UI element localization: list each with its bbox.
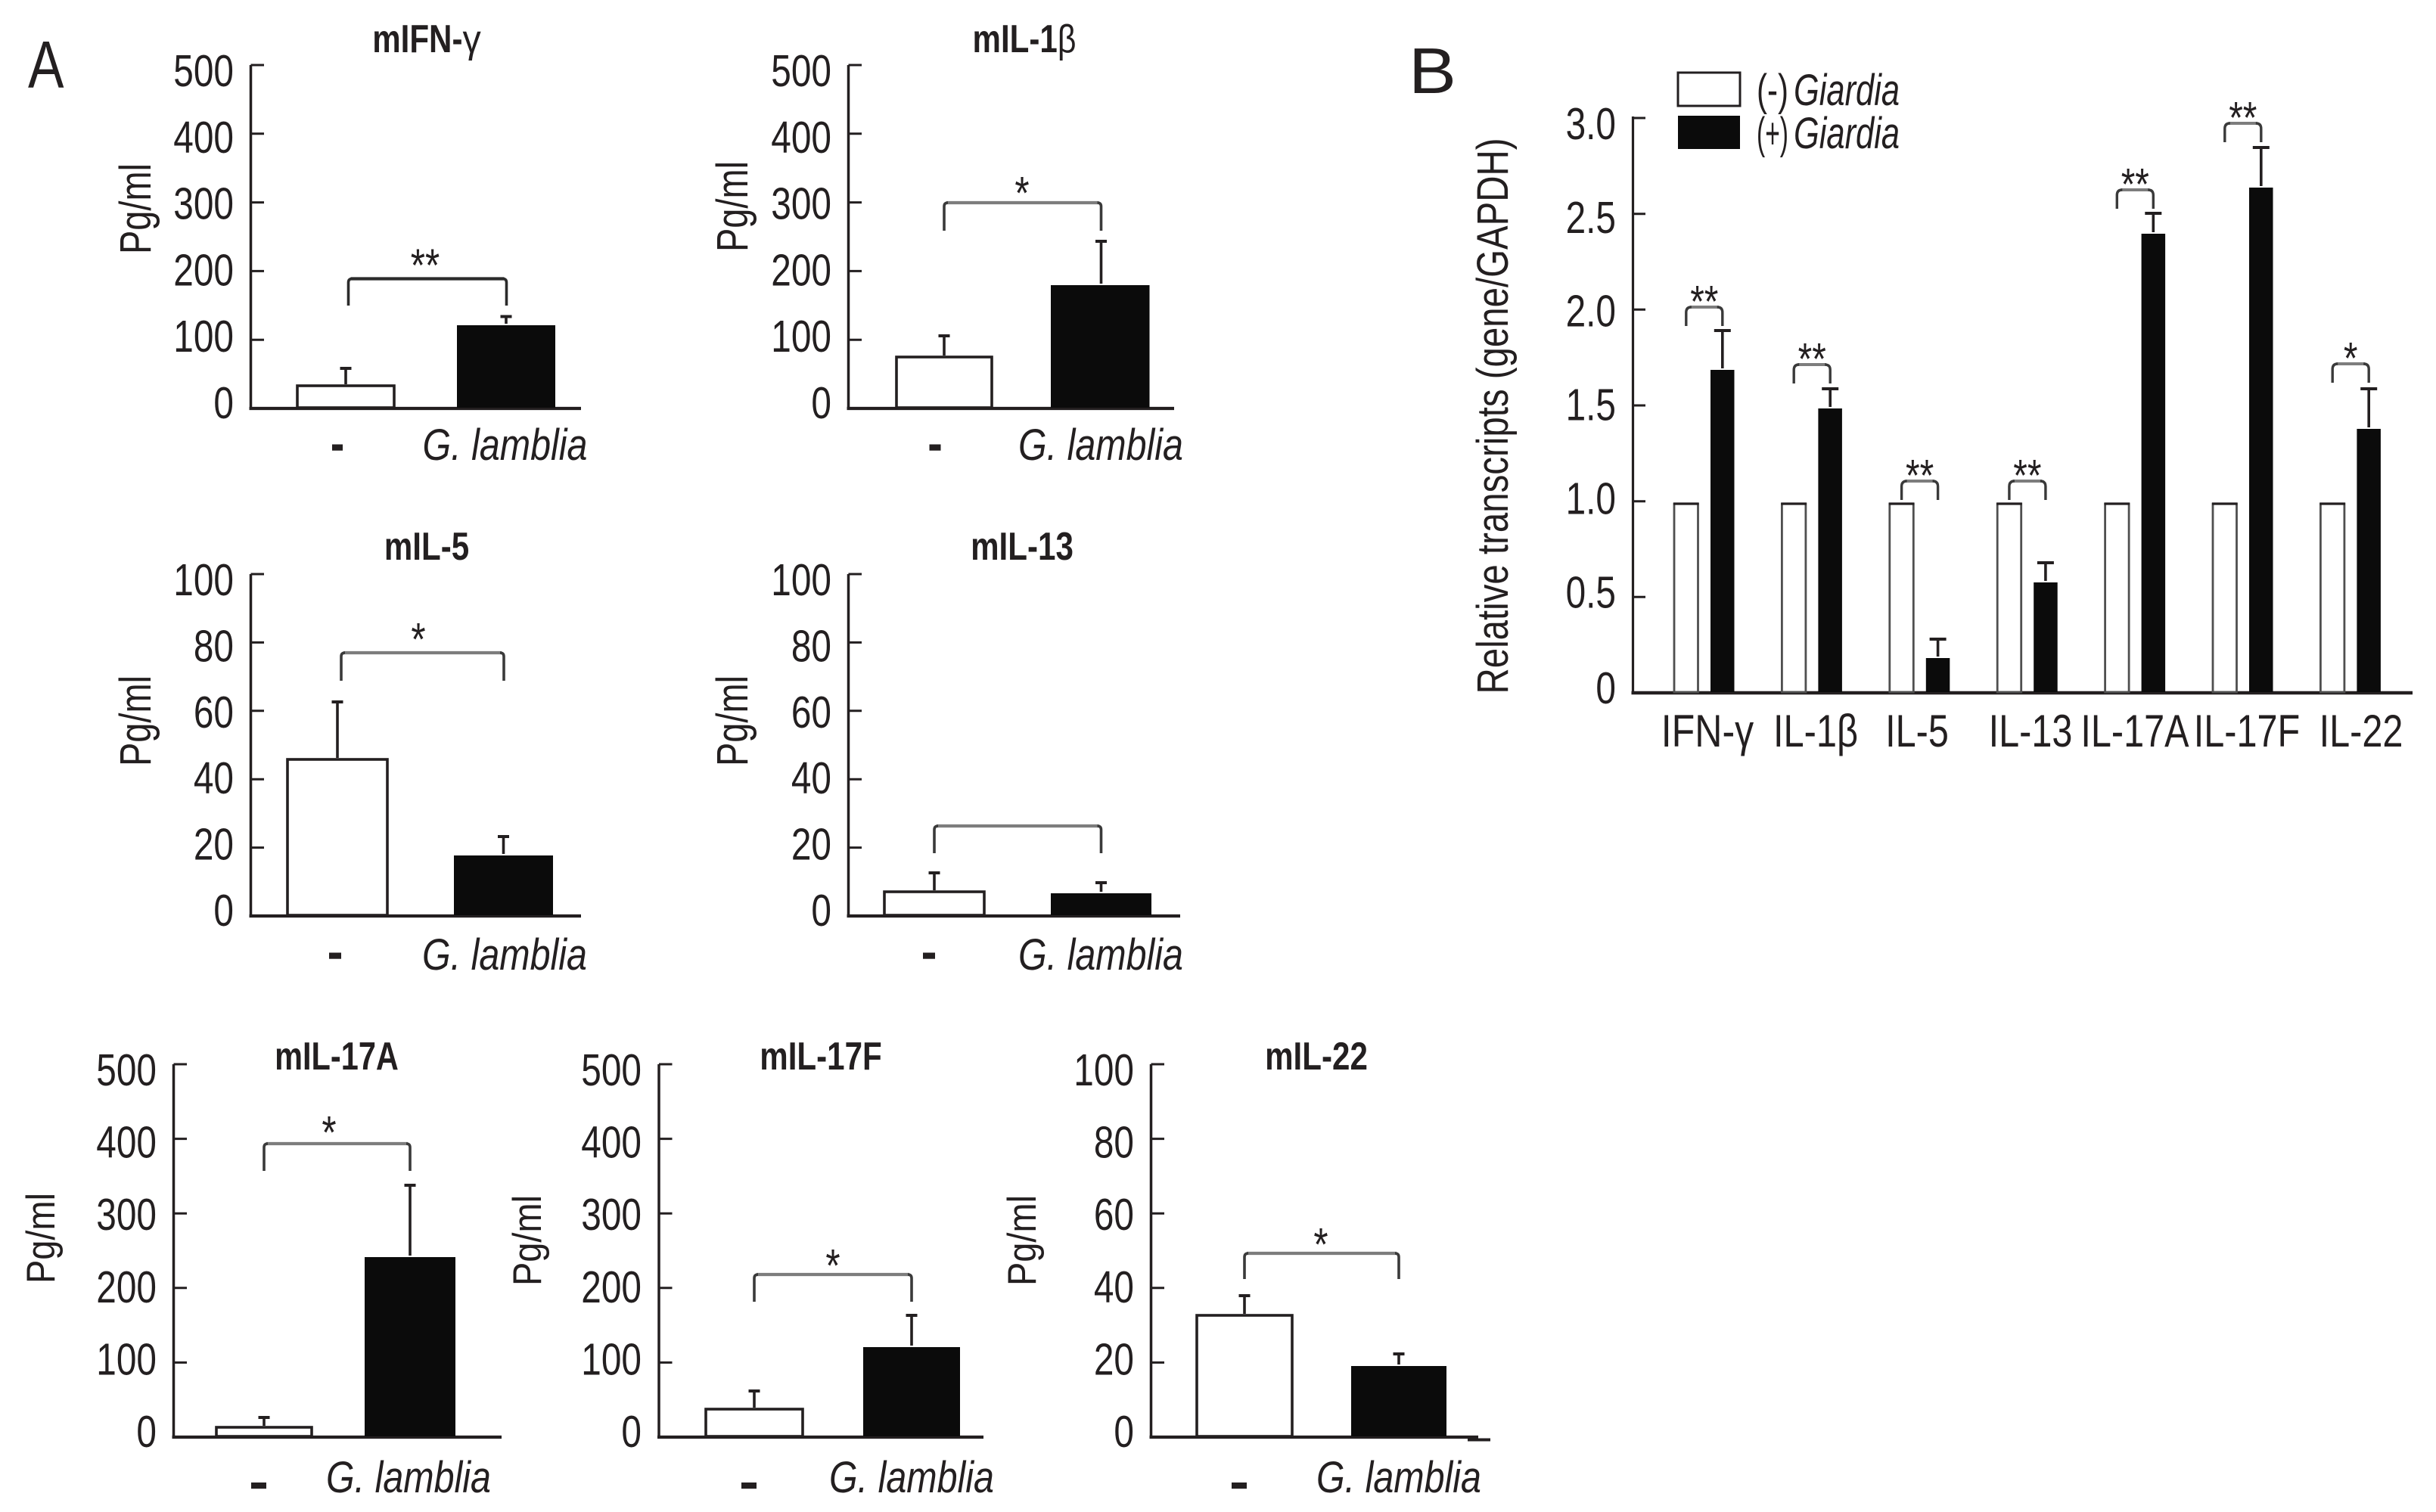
svg-text:20: 20	[1094, 1334, 1134, 1384]
svg-text:300: 300	[96, 1190, 157, 1240]
svg-text:300: 300	[581, 1190, 642, 1240]
svg-text:0: 0	[1114, 1407, 1134, 1457]
svg-text:20: 20	[194, 820, 234, 870]
svg-text:2.5: 2.5	[1566, 193, 1616, 243]
svg-text:Pg/ml: Pg/ml	[708, 675, 757, 766]
svg-text:G. lamblia: G. lamblia	[829, 1453, 994, 1502]
svg-text:IFN-γ: IFN-γ	[1661, 706, 1754, 756]
svg-text:400: 400	[173, 113, 234, 163]
svg-text:80: 80	[1094, 1118, 1134, 1168]
svg-text:100: 100	[173, 312, 234, 362]
svg-text:100: 100	[581, 1334, 642, 1384]
svg-text:**: **	[2229, 93, 2257, 143]
svg-text:(+): (+)	[1757, 109, 1788, 158]
svg-text:1.0: 1.0	[1566, 474, 1616, 524]
svg-text:0.5: 0.5	[1566, 567, 1616, 617]
svg-text:0: 0	[811, 378, 831, 428]
svg-text:80: 80	[194, 621, 234, 671]
svg-text:IL-5: IL-5	[1885, 706, 1949, 756]
svg-text:mIL-17F: mIL-17F	[760, 1035, 882, 1079]
svg-text:IL-17A: IL-17A	[2080, 706, 2189, 756]
svg-text:40: 40	[791, 753, 831, 803]
svg-text:*: *	[411, 613, 425, 665]
svg-text:100: 100	[1074, 1045, 1134, 1095]
svg-text:Pg/ml: Pg/ml	[708, 161, 757, 252]
svg-text:0: 0	[811, 886, 831, 936]
svg-text:40: 40	[1094, 1262, 1134, 1312]
svg-text:*: *	[1014, 167, 1029, 219]
svg-text:G. lamblia: G. lamblia	[1018, 421, 1183, 470]
svg-text:IL-13: IL-13	[1989, 706, 2073, 756]
svg-text:mIL-1: mIL-1	[973, 17, 1058, 61]
svg-text:G. lamblia: G. lamblia	[422, 930, 587, 980]
svg-text:**: **	[411, 240, 440, 291]
svg-text:Pg/ml: Pg/ml	[111, 675, 160, 766]
svg-text:Pg/ml: Pg/ml	[505, 1195, 550, 1286]
svg-text:400: 400	[581, 1118, 642, 1168]
svg-text:Giardia: Giardia	[1794, 66, 1900, 115]
svg-text:γ: γ	[463, 17, 481, 61]
svg-text:60: 60	[194, 688, 234, 737]
svg-text:IL-17F: IL-17F	[2194, 706, 2301, 756]
svg-text:0: 0	[1596, 663, 1616, 713]
svg-text:(-): (-)	[1757, 66, 1788, 115]
svg-text:**: **	[1906, 451, 1934, 501]
svg-text:0: 0	[213, 886, 234, 936]
svg-text:Giardia: Giardia	[1794, 109, 1900, 158]
svg-text:**: **	[2121, 160, 2149, 210]
svg-text:Pg/ml: Pg/ml	[1000, 1195, 1045, 1286]
svg-text:20: 20	[791, 820, 831, 870]
svg-text:60: 60	[1094, 1190, 1134, 1240]
svg-text:G. lamblia: G. lamblia	[326, 1453, 491, 1502]
svg-text:mIL-13: mIL-13	[971, 525, 1074, 569]
svg-text:300: 300	[771, 179, 831, 229]
svg-text:B: B	[1409, 36, 1456, 107]
svg-text:500: 500	[771, 46, 831, 96]
svg-text:80: 80	[791, 621, 831, 671]
svg-text:0: 0	[621, 1407, 642, 1457]
svg-text:200: 200	[173, 245, 234, 295]
svg-text:A: A	[28, 27, 64, 102]
svg-text:G. lamblia: G. lamblia	[1316, 1453, 1481, 1502]
svg-text:mIFN-: mIFN-	[372, 17, 462, 61]
svg-text:**: **	[2013, 451, 2041, 501]
svg-text:0: 0	[213, 378, 234, 428]
svg-text:400: 400	[96, 1118, 157, 1168]
svg-text:G. lamblia: G. lamblia	[423, 421, 588, 470]
svg-text:200: 200	[771, 245, 831, 295]
svg-text:1.5: 1.5	[1566, 380, 1616, 430]
svg-text:**: **	[1690, 277, 1718, 327]
svg-text:IL-22: IL-22	[2319, 706, 2403, 756]
svg-text:100: 100	[771, 312, 831, 362]
svg-text:G. lamblia: G. lamblia	[1018, 930, 1183, 980]
svg-text:mIL-5: mIL-5	[384, 525, 469, 569]
svg-text:100: 100	[173, 555, 234, 605]
svg-text:*: *	[322, 1107, 336, 1158]
svg-text:300: 300	[173, 179, 234, 229]
svg-text:200: 200	[96, 1262, 157, 1312]
svg-text:Pg/ml: Pg/ml	[19, 1193, 64, 1284]
svg-text:400: 400	[771, 113, 831, 163]
svg-text:100: 100	[771, 555, 831, 605]
svg-text:Pg/ml: Pg/ml	[111, 163, 160, 254]
svg-text:500: 500	[96, 1045, 157, 1095]
svg-text:*: *	[1313, 1219, 1328, 1270]
svg-text:*: *	[2344, 334, 2358, 383]
svg-text:40: 40	[194, 753, 234, 803]
svg-text:500: 500	[173, 46, 234, 96]
svg-text:Relative transcripts (gene/GAP: Relative transcripts (gene/GAPDH)	[1468, 138, 1518, 694]
svg-text:*: *	[825, 1240, 840, 1291]
svg-text:mIL-17A: mIL-17A	[275, 1035, 399, 1079]
svg-text:500: 500	[581, 1045, 642, 1095]
svg-text:100: 100	[96, 1334, 157, 1384]
svg-text:60: 60	[791, 688, 831, 737]
svg-text:β: β	[1058, 17, 1077, 61]
svg-text:0: 0	[136, 1407, 157, 1457]
svg-text:200: 200	[581, 1262, 642, 1312]
svg-text:2.0: 2.0	[1566, 287, 1616, 337]
svg-text:3.0: 3.0	[1566, 99, 1616, 149]
svg-text:**: **	[1798, 334, 1826, 384]
svg-text:IL-1β: IL-1β	[1773, 706, 1858, 756]
svg-text:mIL-22: mIL-22	[1265, 1035, 1368, 1079]
